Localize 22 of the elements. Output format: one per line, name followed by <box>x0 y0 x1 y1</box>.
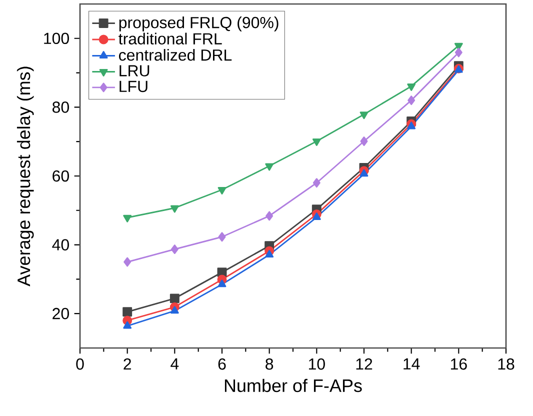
x-tick-label: 4 <box>170 358 179 370</box>
x-axis-title: Number of F-APs <box>224 378 362 392</box>
x-tick-label: 8 <box>266 358 274 370</box>
x-tick-label: 14 <box>404 358 420 370</box>
y-axis-title: Average request delay (ms) <box>16 66 34 286</box>
x-tick-label: 2 <box>124 358 131 370</box>
y-tick-label: 60 <box>52 170 69 182</box>
x-tick-label: 10 <box>308 358 325 370</box>
x-tick-label: 0 <box>76 358 84 370</box>
x-tick-label: 12 <box>356 358 372 370</box>
legend-label: LRU <box>120 65 150 76</box>
y-tick-label: 100 <box>44 32 69 44</box>
x-tick-label: 6 <box>218 358 226 370</box>
y-tick-label: 40 <box>52 239 69 250</box>
legend-label: LFU <box>120 80 148 92</box>
legend-label: proposed FRLQ (90%) <box>119 16 278 32</box>
legend-label: centralized DRL <box>119 49 232 61</box>
legend-label: traditional FRL <box>118 32 222 44</box>
x-tick-label: 18 <box>498 358 514 370</box>
x-tick-label: 16 <box>450 358 467 370</box>
y-tick-label: 80 <box>52 102 69 113</box>
y-tick-label: 20 <box>52 308 69 320</box>
